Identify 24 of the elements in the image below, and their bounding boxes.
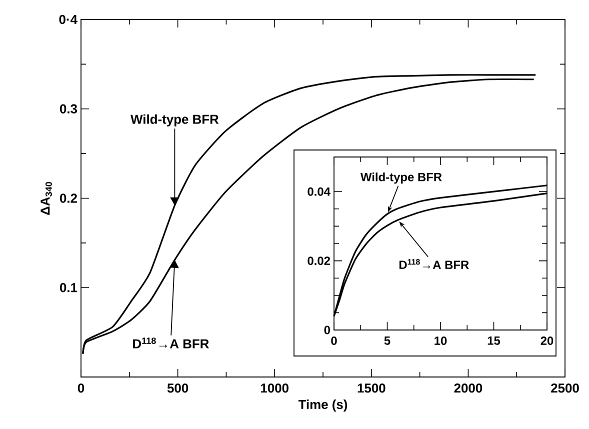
x-tick-label: 10: [434, 336, 447, 345]
y-tick-label: 0.04: [308, 187, 330, 196]
y-tick-label: 0.02: [308, 256, 330, 266]
annotation: D$^{118}$→A BFR: [133, 338, 209, 348]
x-axis-title: Time (s): [298, 400, 348, 412]
x-tick-label: 1000: [261, 384, 288, 393]
x-tick-label: 0: [78, 384, 84, 393]
x-tick-label: 20: [540, 336, 554, 345]
x-tick-label: 2000: [454, 384, 482, 393]
annotation: D$^{118}$→A BFR: [399, 259, 469, 269]
x-tick-label: 15: [488, 336, 500, 345]
annotation: Wild-type BFR: [130, 114, 219, 126]
x-tick-label: 0: [331, 336, 337, 345]
y-tick-label: 0·4: [59, 14, 78, 24]
y-tick-label: 0: [324, 326, 330, 334]
y-tick-label: 0.3: [60, 104, 78, 114]
x-tick-label: 2500: [551, 384, 579, 393]
x-tick-label: 1500: [358, 384, 386, 393]
y-tick-label: 0.2: [60, 194, 77, 203]
y-axis-title: ΔA$_{340}$: [40, 182, 52, 215]
x-tick-label: 500: [167, 384, 188, 393]
x-tick-label: 5: [384, 336, 390, 345]
y-tick-label: 0.1: [60, 283, 78, 292]
annotation: Wild-type BFR: [360, 172, 442, 184]
